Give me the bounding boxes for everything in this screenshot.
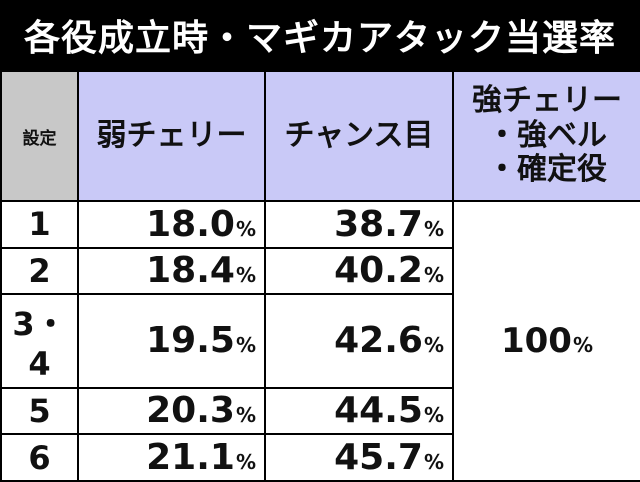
header-strong: 強チェリー ・強ベル ・確定役 <box>452 70 640 202</box>
weak-cherry-cell: 18.4% <box>77 246 266 296</box>
value: 18.4 <box>146 250 235 292</box>
weak-cherry-cell: 19.5% <box>77 293 266 389</box>
table-row: 1 18.0% 38.7% 100% <box>0 200 640 482</box>
table-row: 3・4 19.5% 42.6% <box>0 293 640 389</box>
chance-eye-cell: 38.7% <box>264 200 454 249</box>
value: 19.5 <box>146 320 235 362</box>
percent-sign: % <box>235 450 256 475</box>
header-strong-line: ・確定役 <box>487 152 607 188</box>
chance-eye-cell: 40.2% <box>264 246 454 296</box>
chance-eye-cell: 45.7% <box>264 433 454 482</box>
percent-sign: % <box>423 263 444 288</box>
value: 45.7 <box>334 437 423 479</box>
value: 100 <box>500 321 572 361</box>
header-row: 設定 弱チェリー チャンス目 強チェリー ・強ベル ・確定役 <box>0 70 640 202</box>
table-row: 5 20.3% 44.5% <box>0 386 640 436</box>
percent-sign: % <box>235 216 256 241</box>
percent-sign: % <box>423 403 444 428</box>
value: 18.0 <box>146 203 235 245</box>
value: 21.1 <box>146 437 235 479</box>
percent-sign: % <box>423 333 444 358</box>
header-setting: 設定 <box>0 70 79 202</box>
setting-cell: 1 <box>0 200 79 249</box>
percent-sign: % <box>235 263 256 288</box>
header-strong-line: ・強ベル <box>487 117 607 153</box>
rate-table: 設定 弱チェリー チャンス目 強チェリー ・強ベル ・確定役 1 18.0% 3… <box>0 70 640 482</box>
value: 40.2 <box>334 250 423 292</box>
value: 44.5 <box>334 390 423 432</box>
percent-sign: % <box>423 450 444 475</box>
percent-sign: % <box>235 333 256 358</box>
setting-cell: 2 <box>0 246 79 296</box>
value: 20.3 <box>146 390 235 432</box>
table-row: 2 18.4% 40.2% <box>0 246 640 296</box>
chance-eye-cell: 42.6% <box>264 293 454 389</box>
percent-sign: % <box>235 403 256 428</box>
weak-cherry-cell: 18.0% <box>77 200 266 249</box>
setting-cell: 5 <box>0 386 79 436</box>
percent-sign: % <box>423 216 444 241</box>
value: 42.6 <box>334 320 423 362</box>
strong-value-cell: 100% <box>452 200 640 482</box>
page-title: 各役成立時・マギカアタック当選率 <box>23 18 616 59</box>
weak-cherry-cell: 21.1% <box>77 433 266 482</box>
header-weak-cherry: 弱チェリー <box>77 70 266 202</box>
weak-cherry-cell: 20.3% <box>77 386 266 436</box>
header-strong-line: 強チェリー <box>472 83 622 119</box>
setting-cell: 3・4 <box>0 293 79 389</box>
chance-eye-cell: 44.5% <box>264 386 454 436</box>
table-row: 6 21.1% 45.7% <box>0 433 640 482</box>
percent-sign: % <box>572 333 594 357</box>
header-chance-eye: チャンス目 <box>264 70 454 202</box>
value: 38.7 <box>334 203 423 245</box>
setting-cell: 6 <box>0 433 79 482</box>
